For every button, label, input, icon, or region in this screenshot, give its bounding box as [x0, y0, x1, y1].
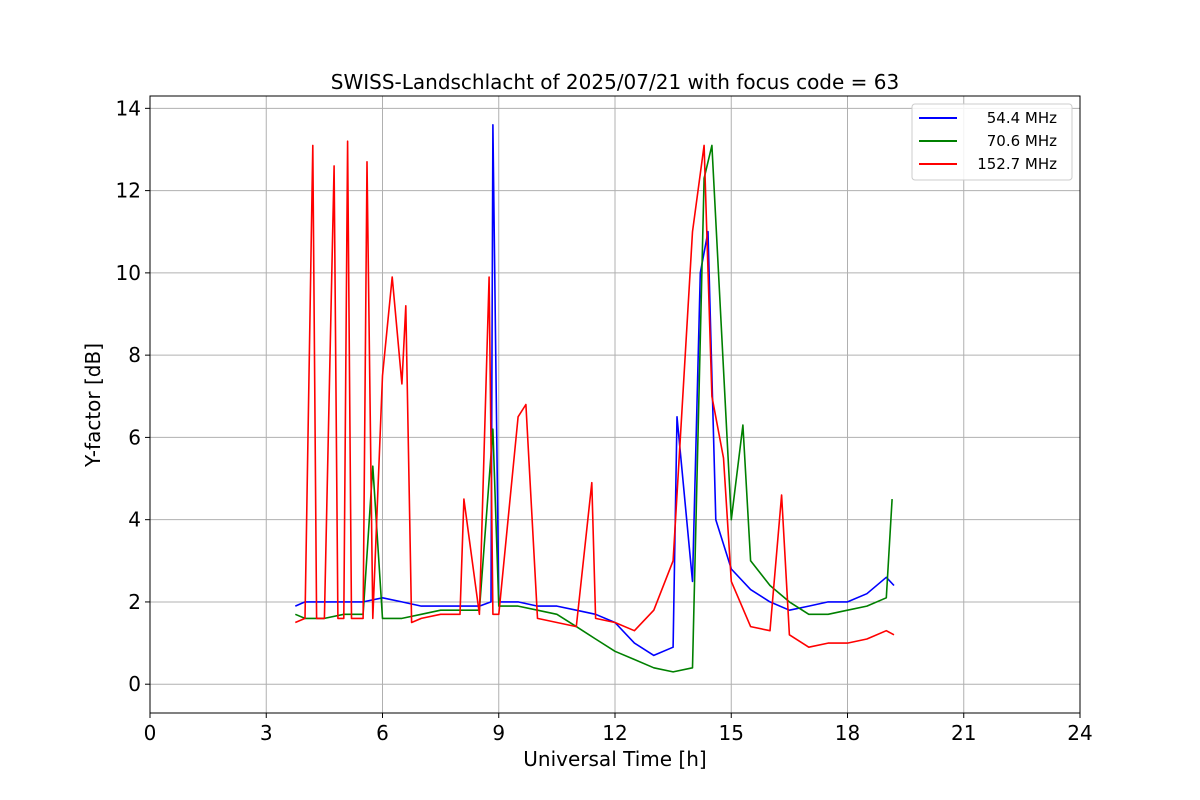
y-tick-label: 12 — [116, 179, 141, 203]
legend-entry-label: 152.7 MHz — [977, 155, 1057, 173]
x-tick-label: 9 — [492, 721, 505, 745]
x-tick-label: 18 — [835, 721, 860, 745]
x-axis: 0 3 6 9 12 15 18 21 24 — [144, 713, 1093, 745]
y-tick-label: 8 — [128, 343, 141, 367]
x-tick-label: 21 — [951, 721, 976, 745]
x-axis-label: Universal Time [h] — [523, 747, 706, 771]
series-line-70-6-mhz — [294, 144, 893, 673]
x-tick-label: 0 — [144, 721, 157, 745]
legend-box — [911, 103, 1073, 181]
series-layer — [294, 124, 895, 673]
y-tick-label: 6 — [128, 425, 141, 449]
legend-entry-label: 54.4 MHz — [987, 109, 1057, 127]
y-tick-label: 14 — [116, 96, 141, 120]
x-tick-label: 3 — [260, 721, 273, 745]
chart-title: SWISS-Landschlacht of 2025/07/21 with fo… — [331, 70, 899, 94]
legend-entry-label: 70.6 MHz — [987, 132, 1057, 150]
y-tick-label: 10 — [116, 261, 141, 285]
y-tick-label: 4 — [128, 508, 141, 532]
x-tick-label: 15 — [719, 721, 744, 745]
x-tick-label: 24 — [1067, 721, 1092, 745]
x-tick-label: 12 — [602, 721, 627, 745]
y-tick-label: 0 — [128, 672, 141, 696]
y-axis: 0 2 4 6 8 10 12 14 — [116, 96, 150, 696]
y-axis-label: Y-factor [dB] — [81, 343, 105, 468]
x-tick-label: 6 — [376, 721, 389, 745]
legend: 54.4 MHz 70.6 MHz 152.7 MHz — [911, 103, 1073, 181]
y-tick-label: 2 — [128, 590, 141, 614]
series-line-152-7-mhz — [294, 140, 895, 649]
series-line-54-4-mhz — [294, 124, 895, 657]
